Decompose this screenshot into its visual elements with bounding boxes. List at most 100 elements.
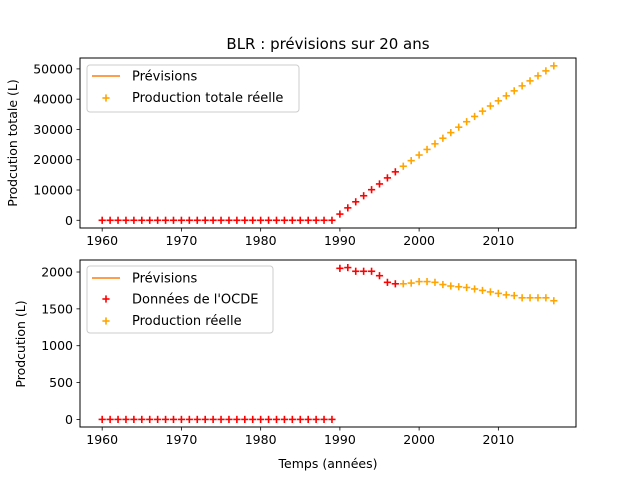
bottom-series2-point — [447, 282, 455, 290]
bottom-series1-point — [272, 415, 281, 424]
top-x-tick-label: 2010 — [482, 233, 514, 248]
bottom-series2-point — [423, 277, 431, 286]
bottom-series1-point — [185, 415, 193, 424]
bottom-series1-point — [114, 415, 122, 424]
bottom-series1-point — [169, 415, 178, 424]
top-x-tick-label: 1980 — [245, 233, 277, 248]
bottom-y-tick-label: 1500 — [41, 301, 73, 316]
bottom-x-tick-label: 1990 — [324, 432, 356, 447]
bottom-series2-point — [534, 294, 542, 302]
top-series2-point — [407, 157, 415, 165]
top-series2-point — [423, 145, 431, 154]
top-series1-point — [122, 216, 130, 224]
top-series1-point — [391, 168, 399, 176]
top-series1-point — [328, 216, 336, 224]
top-y-axis-label: Prodcution totale (L) — [5, 79, 20, 206]
bottom-series1-point — [312, 415, 320, 424]
bottom-series1-point — [106, 415, 114, 424]
top-y-tick-label: 20000 — [33, 152, 73, 167]
top-series2-point — [550, 62, 558, 70]
bottom-legend-actual-marker — [102, 317, 110, 325]
bottom-series2-point — [407, 279, 415, 287]
bottom-series1-point — [177, 415, 186, 424]
bottom-x-ticks: 1960 1970 1980 1990 2000 2010 — [86, 427, 514, 447]
top-series2-point — [431, 140, 439, 148]
chart-title: BLR : prévisions sur 20 ans — [226, 35, 429, 53]
top-y-ticks: 0 10000 20000 30000 40000 50000 — [33, 61, 80, 228]
top-series1-point — [225, 216, 233, 224]
top-series1-point — [304, 216, 312, 224]
top-series1-point — [312, 216, 320, 224]
top-legend-label-forecast: Prévisions — [132, 70, 198, 85]
top-y-tick-label: 50000 — [33, 61, 73, 76]
top-series1-point — [177, 216, 186, 224]
top-series1-point — [185, 216, 193, 224]
top-series1-point — [114, 216, 122, 224]
bottom-series2-point — [439, 280, 447, 289]
bottom-series1-point — [249, 415, 257, 424]
bottom-series — [98, 263, 558, 424]
top-series2-point — [455, 123, 463, 131]
bottom-series2-point — [486, 288, 495, 296]
top-series2-point — [399, 162, 407, 170]
top-series2-point — [534, 72, 542, 80]
top-series1-point — [375, 180, 384, 188]
top-legend-swatch-actual — [102, 94, 110, 102]
top-series1-point — [336, 210, 344, 218]
top-series1-point — [146, 216, 154, 224]
top-y-tick-label: 10000 — [33, 183, 73, 198]
bottom-series1-point — [336, 264, 344, 272]
bottom-series1-point — [138, 415, 146, 424]
top-plot-frame — [79, 57, 577, 229]
top-series1-point — [352, 198, 360, 206]
bottom-series1-point — [367, 267, 376, 275]
bottom-series1-point — [98, 415, 106, 424]
bottom-series1-point — [217, 415, 225, 424]
top-series — [98, 62, 558, 224]
bottom-x-axis-label: Temps (années) — [278, 456, 378, 471]
bottom-series1-point — [280, 415, 289, 424]
bottom-series2-point — [510, 291, 518, 300]
bottom-series2-point — [431, 278, 439, 286]
bottom-series2-point — [542, 294, 550, 302]
bottom-series2-point — [494, 289, 502, 297]
top-series2-point — [494, 97, 502, 105]
bottom-series1-point — [296, 415, 304, 424]
bottom-series2-point — [399, 280, 407, 288]
top-legend-box — [86, 64, 300, 113]
bottom-legend-oecd-marker — [102, 295, 110, 303]
bottom-series1-point — [146, 415, 154, 424]
top-series1-point — [233, 216, 241, 224]
bottom-series1-point — [352, 267, 360, 275]
top-series2-point — [463, 118, 471, 126]
bottom-series2-point — [550, 297, 558, 305]
bottom-x-tick-label: 1970 — [166, 432, 198, 447]
bottom-x-tick-label: 2010 — [482, 432, 514, 447]
bottom-x-tick-label: 1960 — [86, 432, 118, 447]
top-series1-point — [169, 216, 178, 224]
bottom-series1-point — [161, 415, 170, 424]
top-series2-point — [447, 129, 455, 137]
top-series1-point — [106, 216, 114, 224]
top-legend-plus-marker — [102, 94, 110, 102]
top-y-tick-label: 30000 — [33, 122, 73, 137]
bottom-legend-label-forecast: Prévisions — [132, 272, 198, 287]
top-series2-point — [415, 151, 423, 159]
top-series2-point — [502, 92, 510, 100]
bottom-series1-point — [288, 415, 296, 424]
bottom-legend: Prévisions Données de l'OCDE Production … — [86, 265, 274, 334]
bottom-series2-point — [502, 291, 510, 299]
bottom-series1-point — [130, 415, 138, 424]
bottom-plot-frame — [79, 259, 577, 428]
top-x-tick-label: 1970 — [166, 233, 198, 248]
top-series2-point — [542, 67, 550, 75]
top-series1-point — [367, 186, 376, 194]
bottom-series1-point — [257, 415, 265, 424]
top-series2-point — [510, 87, 518, 95]
top-series1-point — [217, 216, 225, 224]
bottom-series1-point — [209, 415, 217, 424]
bottom-legend-swatch-actual — [102, 317, 110, 325]
bottom-legend-swatch-oecd — [102, 295, 110, 303]
top-series2-point — [470, 112, 479, 121]
top-y-tick-label: 40000 — [33, 92, 73, 107]
